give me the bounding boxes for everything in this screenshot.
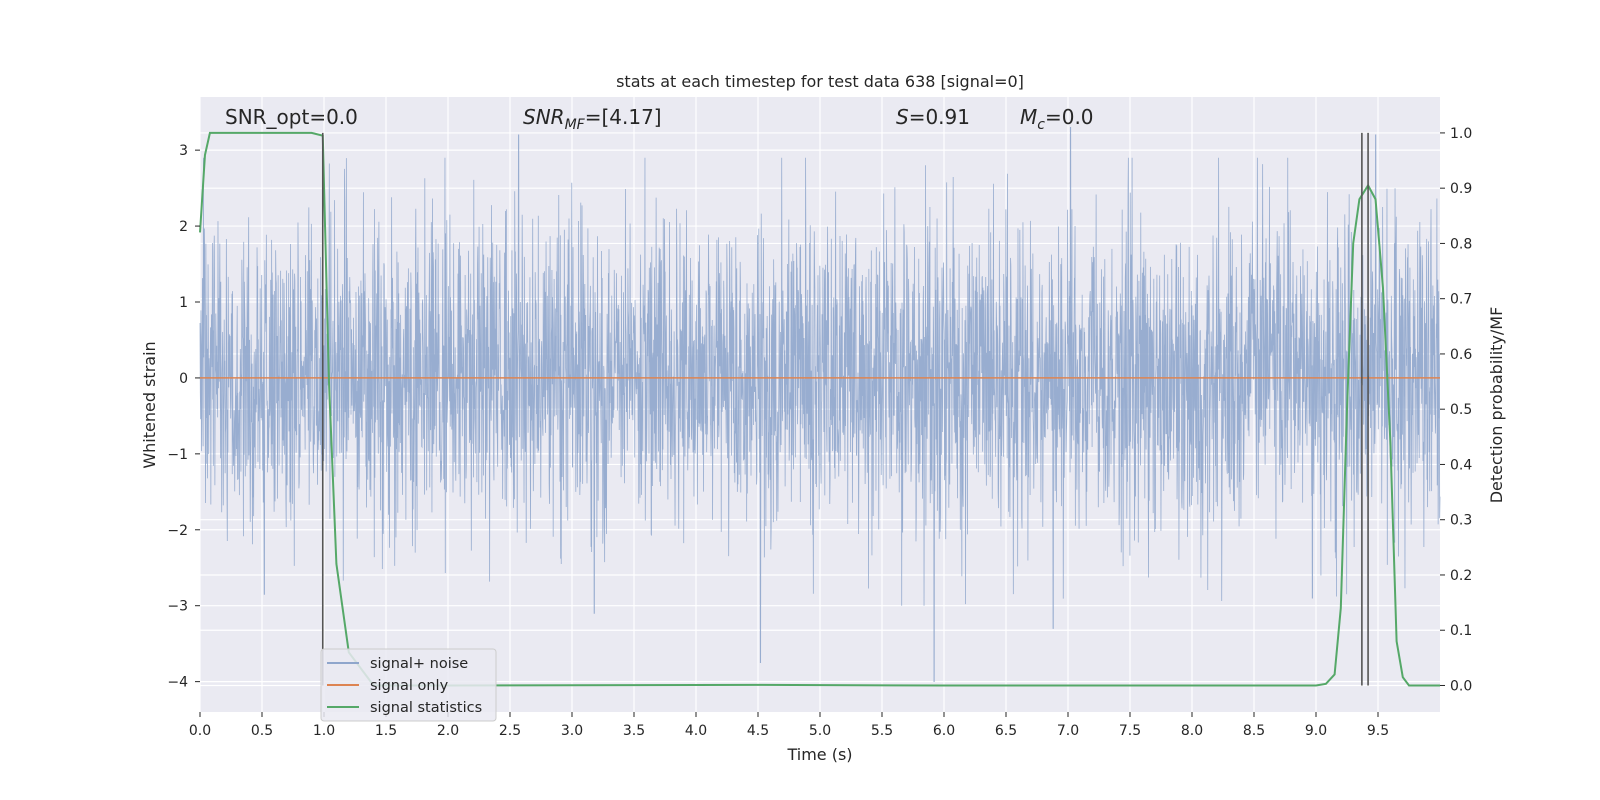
- y-left-tick-label: −2: [167, 523, 188, 539]
- x-tick-label: 0.0: [189, 723, 211, 739]
- y-left-tick-label: 0: [179, 371, 188, 387]
- vertical-lines: [321, 132, 1369, 686]
- y-right-tick-label: 0.3: [1450, 513, 1472, 529]
- x-tick-label: 6.0: [933, 723, 955, 739]
- series-signal-statistics-line: [199, 131, 1440, 687]
- grid: [199, 97, 1440, 712]
- y-right-tick-label: 0.1: [1450, 623, 1472, 639]
- chart-title: stats at each timestep for test data 638…: [616, 72, 1024, 91]
- y-left-tick-label: −4: [167, 675, 188, 691]
- x-axis-label: Time (s): [786, 745, 852, 764]
- legend: signal+ noise signal only signal statist…: [320, 648, 497, 722]
- y-right-tick-label: 1.0: [1450, 126, 1472, 142]
- x-tick-label: 5.5: [871, 723, 893, 739]
- x-tick-label: 3.0: [561, 723, 583, 739]
- x-tick-label: 7.0: [1057, 723, 1079, 739]
- y-right-tick-label: 0.7: [1450, 292, 1472, 308]
- y-axis-label-left: Whitened strain: [140, 341, 159, 468]
- x-tick-label: 9.0: [1305, 723, 1327, 739]
- x-tick-label: 4.0: [685, 723, 707, 739]
- x-tick-label: 4.5: [747, 723, 769, 739]
- annotation-mc: Mc=0.0: [1020, 105, 1094, 133]
- axes: 0.0 0.5 1.0 1.5 2.0 2.5 3.0 3.5 4.0 4.5 5.0 5.5 6.0 6…: [167, 126, 1472, 739]
- y-right-tick-label: 0.8: [1450, 236, 1472, 252]
- y-left-tick-label: 2: [179, 219, 188, 235]
- x-tick-label: 3.5: [623, 723, 645, 739]
- x-tick-label: 2.5: [499, 723, 521, 739]
- x-tick-label: 1.0: [313, 723, 335, 739]
- y-right-tick-label: 0.2: [1450, 568, 1472, 584]
- annotation-s-stat: S=0.91: [896, 105, 970, 129]
- y-right-tick-label: 0.0: [1450, 678, 1472, 694]
- annotation-snr-opt: SNR_opt=0.0: [225, 105, 358, 129]
- x-tick-label: 0.5: [251, 723, 273, 739]
- y-left-tick-label: 1: [179, 295, 188, 311]
- x-tick-label: 8.0: [1181, 723, 1203, 739]
- signal-noise-series: [199, 126, 1441, 683]
- x-tick-label: 8.5: [1243, 723, 1265, 739]
- y-left-tick-label: 3: [179, 143, 188, 159]
- y-right-tick-label: 0.9: [1450, 181, 1472, 197]
- series-layer: [199, 131, 1440, 687]
- y-left-tick-label: −3: [167, 599, 188, 615]
- y-right-tick-label: 0.6: [1450, 347, 1472, 363]
- annotation-snr-mf: SNRMF=[4.17]: [523, 105, 662, 133]
- y-right-tick-label: 0.4: [1450, 457, 1472, 473]
- legend-label-signal-statistics: signal statistics: [370, 700, 482, 716]
- x-tick-label: 9.5: [1367, 723, 1389, 739]
- y-right-tick-label: 0.5: [1450, 402, 1472, 418]
- legend-box: [320, 648, 497, 722]
- y-axis-label-right: Detection probability/MF: [1487, 307, 1506, 504]
- x-tick-label: 2.0: [437, 723, 459, 739]
- legend-label-signal-noise: signal+ noise: [370, 656, 468, 672]
- x-tick-label: 1.5: [375, 723, 397, 739]
- series-signal-noise-line: [199, 126, 1441, 683]
- x-tick-label: 5.0: [809, 723, 831, 739]
- x-tick-label: 6.5: [995, 723, 1017, 739]
- y-left-tick-label: −1: [167, 447, 188, 463]
- legend-label-signal-only: signal only: [370, 678, 449, 694]
- x-tick-label: 7.5: [1119, 723, 1141, 739]
